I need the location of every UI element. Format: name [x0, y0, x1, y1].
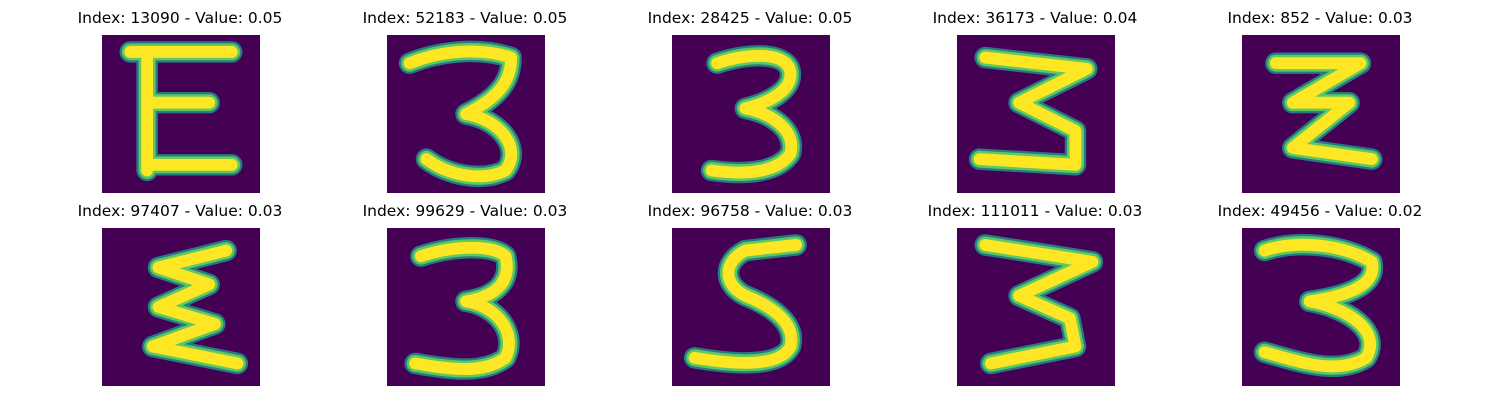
sample-title: Index: 99629 - Value: 0.03	[362, 202, 568, 220]
sample-title: Index: 28425 - Value: 0.05	[647, 9, 853, 27]
digit-image	[672, 35, 830, 193]
digit-image	[957, 228, 1115, 386]
sample-title: Index: 49456 - Value: 0.02	[1217, 202, 1423, 220]
sample-title: Index: 96758 - Value: 0.03	[647, 202, 853, 220]
sample-title: Index: 97407 - Value: 0.03	[77, 202, 283, 220]
sample-cell: Index: 36173 - Value: 0.04	[915, 8, 1155, 193]
sample-title: Index: 111011 - Value: 0.03	[927, 202, 1143, 220]
digit-image	[957, 35, 1115, 193]
digit-image	[1242, 228, 1400, 386]
sample-cell: Index: 49456 - Value: 0.02	[1200, 201, 1440, 386]
digit-image	[387, 35, 545, 193]
sample-cell: Index: 96758 - Value: 0.03	[630, 201, 870, 386]
sample-title: Index: 52183 - Value: 0.05	[362, 9, 568, 27]
sample-cell: Index: 852 - Value: 0.03	[1200, 8, 1440, 193]
sample-cell: Index: 97407 - Value: 0.03	[60, 201, 300, 386]
digit-image	[102, 228, 260, 386]
sample-cell: Index: 99629 - Value: 0.03	[345, 201, 585, 386]
digit-image	[102, 35, 260, 193]
digit-image	[387, 228, 545, 386]
sample-cell: Index: 111011 - Value: 0.03	[915, 201, 1155, 386]
digit-image	[1242, 35, 1400, 193]
sample-title: Index: 13090 - Value: 0.05	[77, 9, 283, 27]
sample-cell: Index: 52183 - Value: 0.05	[345, 8, 585, 193]
sample-title: Index: 36173 - Value: 0.04	[932, 9, 1138, 27]
digit-image	[672, 228, 830, 386]
sample-cell: Index: 13090 - Value: 0.05	[60, 8, 300, 193]
sample-title: Index: 852 - Value: 0.03	[1227, 9, 1413, 27]
sample-cell: Index: 28425 - Value: 0.05	[630, 8, 870, 193]
